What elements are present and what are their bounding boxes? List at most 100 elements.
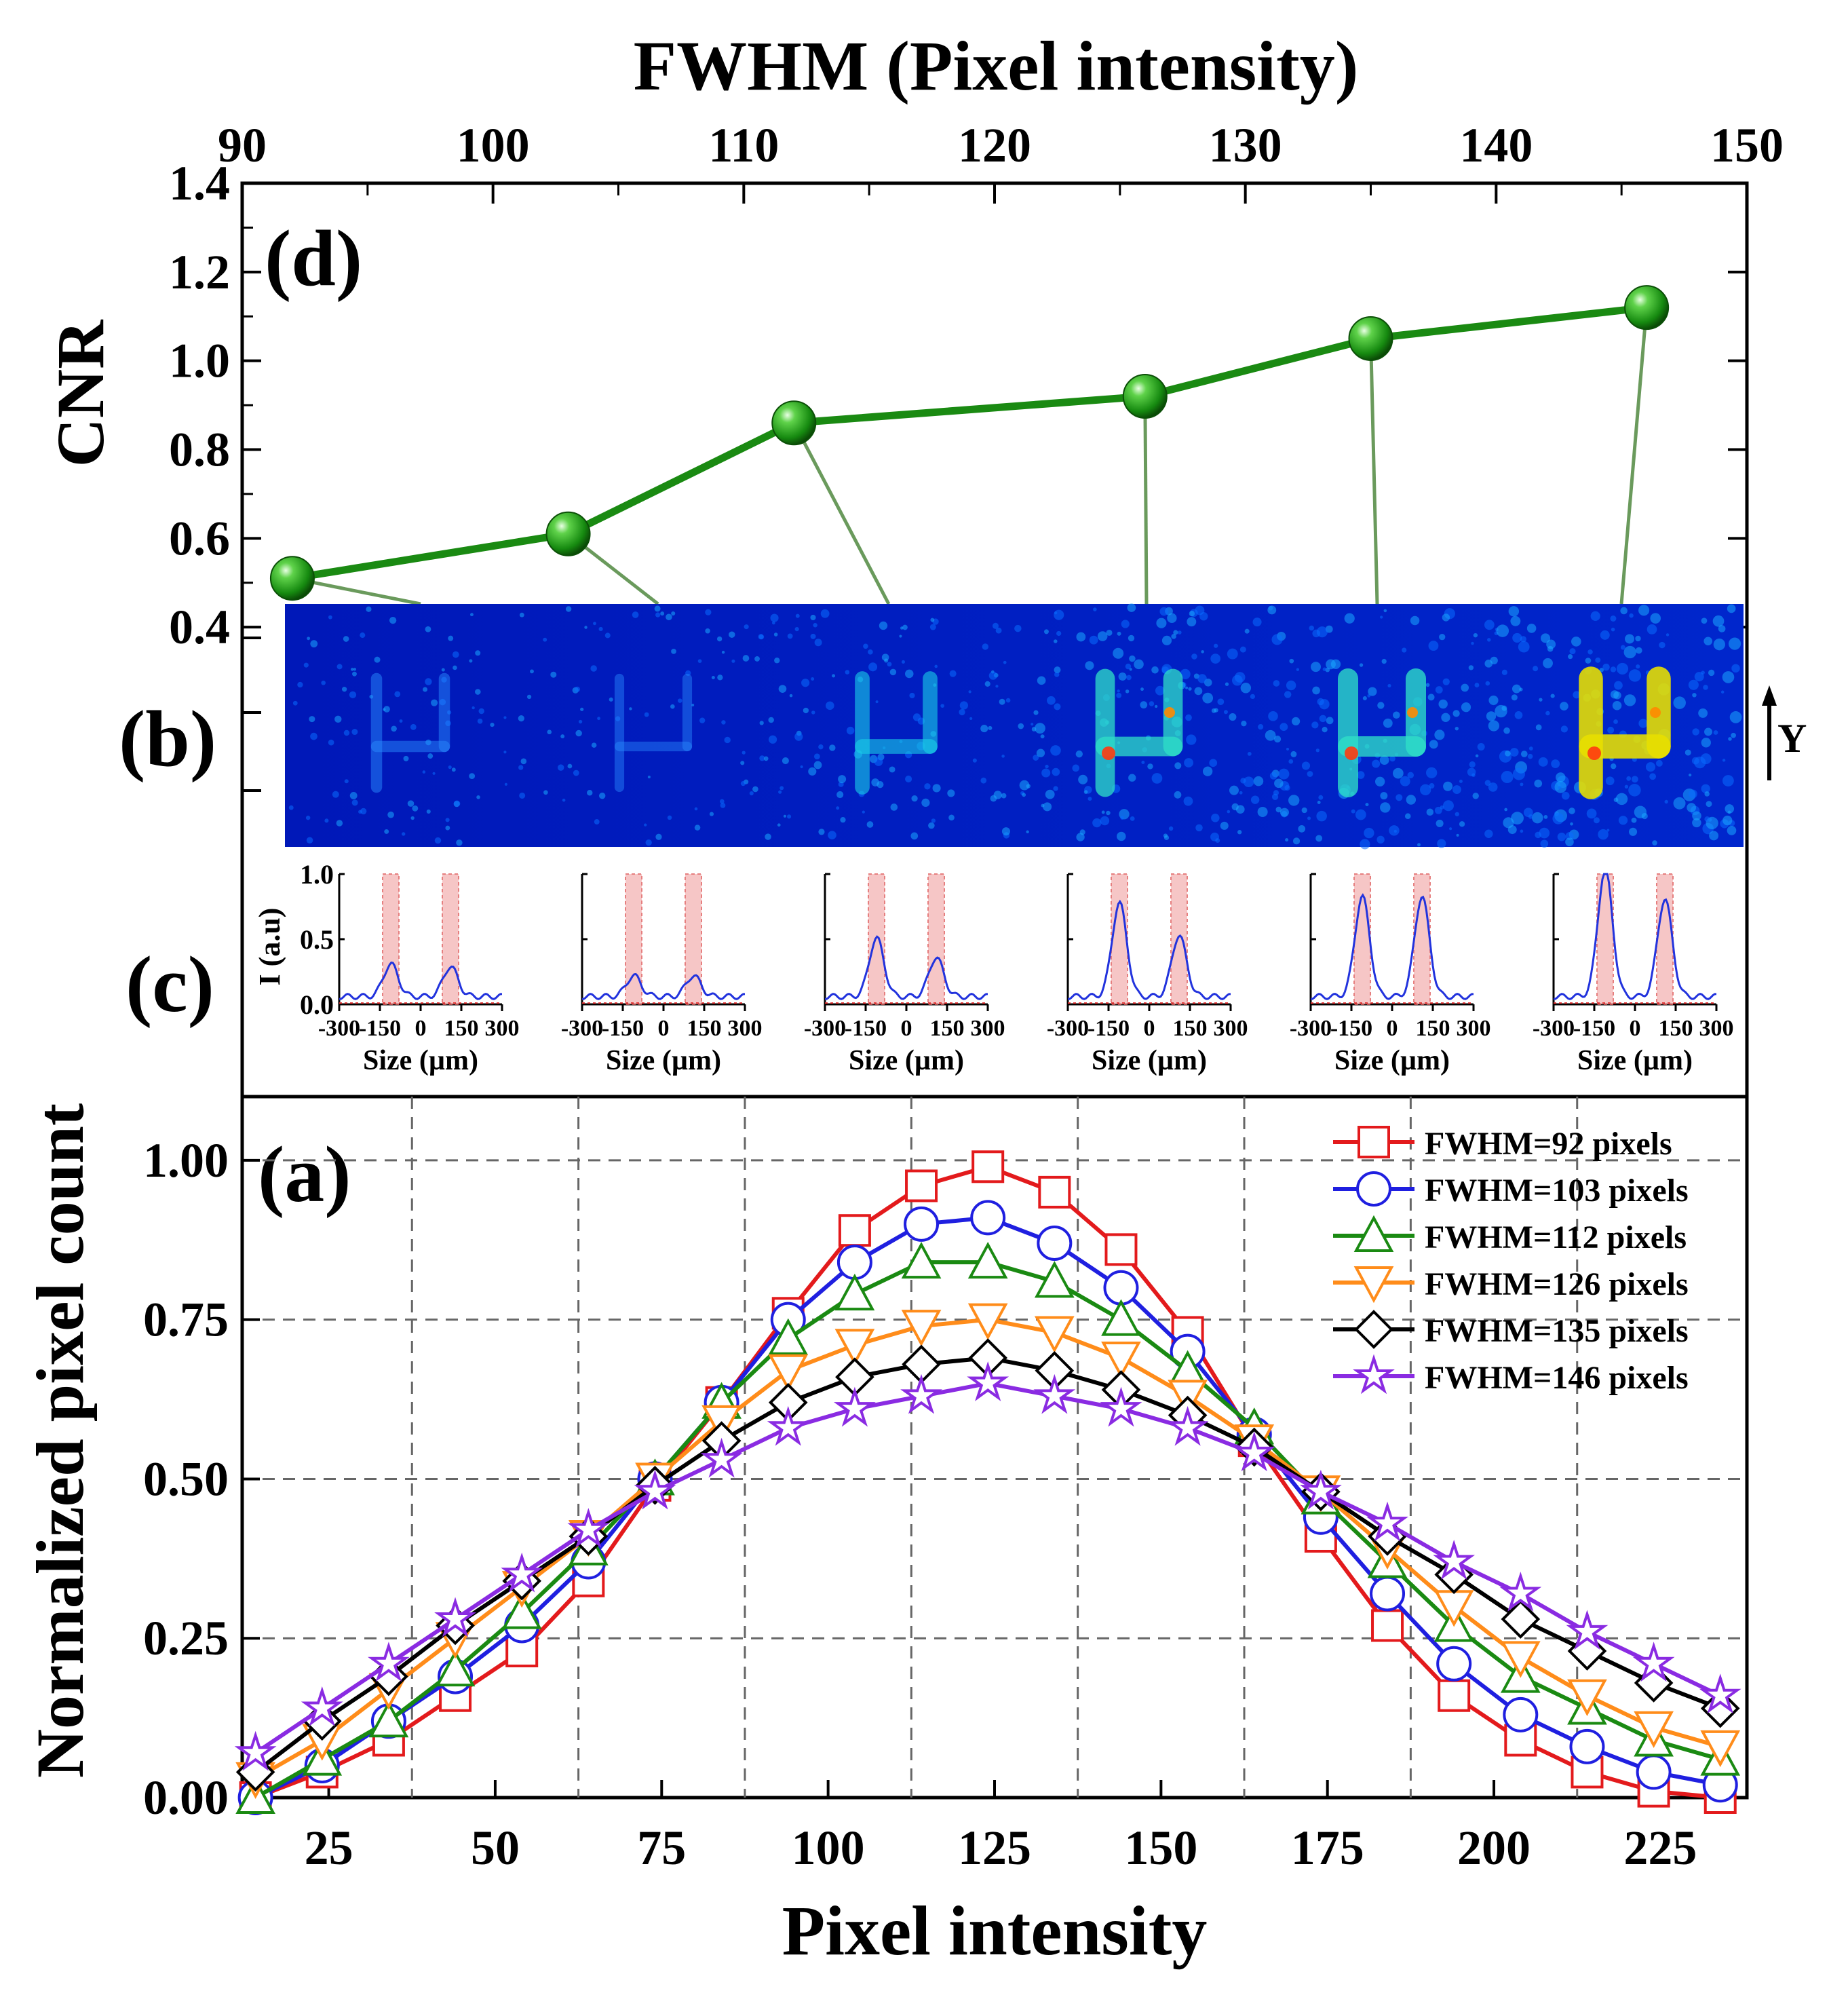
heat-speckle — [1615, 793, 1628, 805]
heat-speckle — [1518, 641, 1530, 653]
heat-speckle — [875, 700, 879, 704]
heat-speckle — [1729, 711, 1742, 723]
heat-speckle — [1351, 809, 1355, 814]
heat-speckle — [341, 687, 347, 692]
heat-speckle — [1194, 687, 1203, 696]
c-highlight-band — [1656, 873, 1674, 1005]
heat-speckle — [1538, 757, 1548, 767]
y-direction-label: Y — [1777, 716, 1807, 761]
heat-speckle — [801, 679, 810, 687]
c-highlight-band — [685, 873, 702, 1005]
heat-speckle — [1426, 808, 1434, 816]
heat-speckle — [469, 773, 476, 780]
heat-speckle — [609, 697, 613, 702]
a-marker-star — [1699, 1673, 1741, 1714]
heat-speckle — [845, 670, 850, 675]
heat-speckle — [932, 784, 941, 793]
heat-speckle — [1484, 829, 1493, 838]
heat-speckle — [988, 671, 997, 680]
c-xlabel: Size (µm) — [849, 1045, 964, 1076]
heat-speckle — [447, 710, 452, 715]
heat-speckle — [1316, 810, 1327, 822]
d-ytick-label: 0.4 — [169, 600, 230, 654]
heat-speckle — [930, 618, 935, 622]
heat-speckle — [1047, 696, 1056, 705]
heat-speckle — [887, 662, 892, 667]
c-intensity-curve — [339, 961, 503, 1000]
heat-speckle — [383, 706, 390, 713]
heat-speckle — [1265, 729, 1276, 741]
heat-speckle — [456, 839, 463, 846]
heat-speckle — [1359, 663, 1364, 667]
heat-speckle — [720, 802, 726, 808]
heat-speckle — [1210, 653, 1221, 664]
heat-speckle — [476, 795, 480, 799]
heat-speckle — [399, 719, 403, 723]
heat-speckle — [1610, 615, 1617, 622]
profile-panel: -300-150 0 150 300 Size (µm) — [561, 873, 763, 1076]
heat-speckle — [1041, 768, 1051, 778]
heat-speckle — [504, 782, 507, 786]
heat-speckle — [1188, 687, 1192, 691]
a-marker-triangle-up — [1353, 1215, 1394, 1252]
heat-speckle — [1317, 801, 1321, 804]
heat-speckle — [1606, 829, 1610, 832]
d-ytick-label: 0.6 — [169, 511, 230, 565]
heat-speckle — [1134, 659, 1144, 670]
heat-speckle — [425, 626, 431, 632]
heat-speckle — [1140, 701, 1148, 709]
d-connector-line — [1143, 396, 1149, 605]
a-marker-circle — [1356, 1171, 1391, 1207]
heat-speckle — [1543, 814, 1548, 819]
heat-speckle — [1389, 825, 1400, 836]
heat-speckle — [1722, 815, 1733, 826]
heat-speckle — [778, 685, 787, 693]
a-marker-diamond — [1354, 1310, 1393, 1349]
c-xtick-label: -300 — [1290, 1016, 1332, 1041]
heat-speckle — [550, 671, 557, 678]
heat-speckle — [877, 781, 884, 789]
heat-speckle — [1101, 810, 1105, 814]
heat-speckle — [752, 786, 758, 793]
heat-speckle — [644, 712, 649, 717]
heat-speckle — [813, 753, 820, 760]
heat-speckle — [928, 822, 935, 829]
heat-speckle — [1652, 840, 1657, 846]
heat-speckle — [758, 634, 764, 640]
a-xtick-label: 50 — [471, 1821, 520, 1875]
heat-speckle — [1511, 694, 1518, 701]
a-marker-circle — [1037, 1225, 1073, 1261]
heat-speckle — [995, 685, 999, 688]
heat-speckle — [889, 668, 897, 676]
heat-speckle — [1185, 714, 1192, 721]
heat-speckle — [794, 732, 803, 741]
heat-speckle — [699, 717, 706, 723]
heat-speckle — [765, 833, 771, 840]
heat-speckle — [724, 736, 731, 744]
a-marker-star — [1353, 1354, 1395, 1395]
heat-speckle — [1239, 646, 1246, 653]
heat-speckle — [959, 708, 965, 716]
heat-speckle — [968, 690, 971, 694]
heat-speckle — [1289, 658, 1294, 664]
heat-speckle — [1237, 830, 1242, 835]
c-xtick-label: 300 — [1699, 1016, 1734, 1041]
heat-speckle — [1155, 704, 1158, 708]
heat-speckle — [773, 632, 778, 637]
a-marker-star — [634, 1469, 676, 1510]
panel-d-yticks: 1.4 1.2 1.0 0.8 0.6 0.4 — [169, 156, 1747, 654]
heat-speckle — [904, 669, 914, 679]
panel-d-series — [269, 285, 1670, 601]
heat-speckle — [740, 780, 746, 786]
heat-speckle — [1704, 727, 1712, 736]
heat-speckle — [530, 669, 534, 674]
heat-speckle — [1655, 759, 1663, 767]
c-xtick-label: 0 — [1387, 1016, 1398, 1041]
c-intensity-curve — [824, 935, 988, 1000]
heat-speckle — [1487, 638, 1491, 642]
heat-speckle — [334, 715, 342, 723]
heat-speckle — [1036, 748, 1045, 757]
heat-speckle — [1628, 669, 1642, 682]
heat-speckle — [310, 640, 318, 648]
